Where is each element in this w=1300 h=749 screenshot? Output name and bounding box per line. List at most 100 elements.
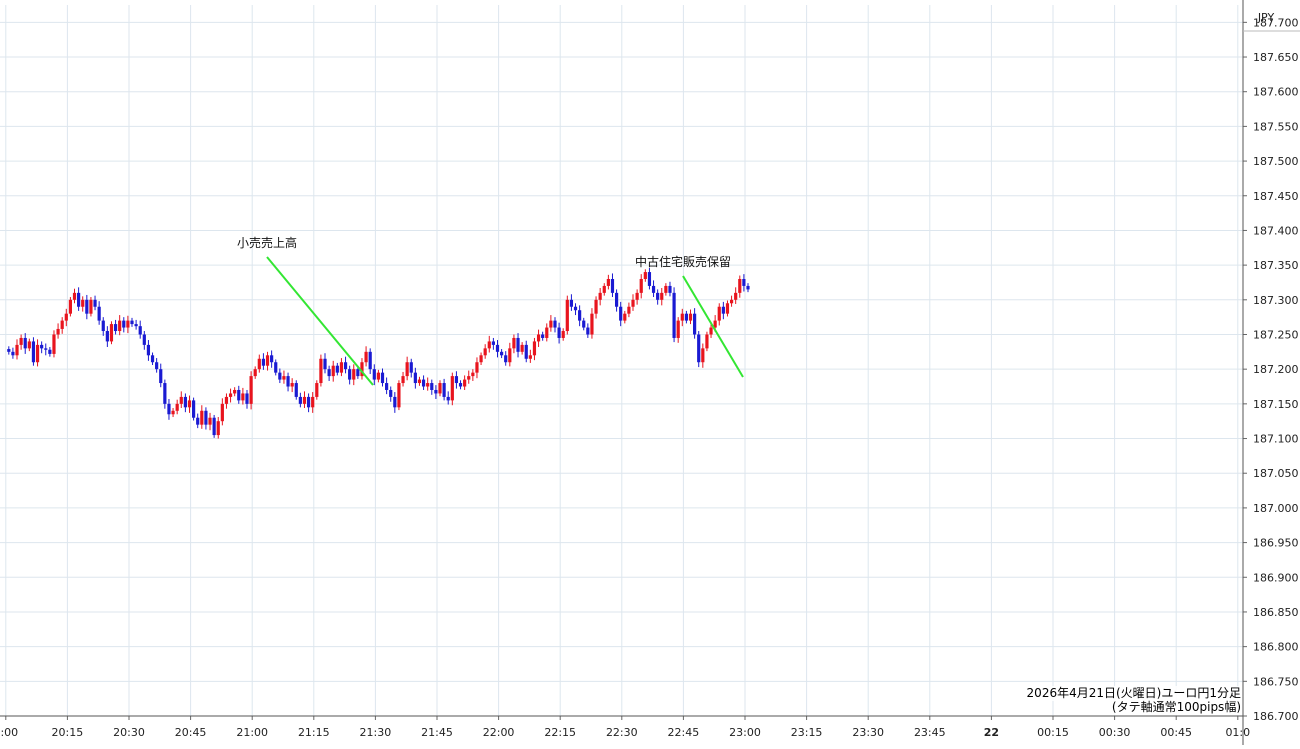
candlestick: [159, 363, 163, 388]
candle-body: [397, 383, 401, 408]
candle-body: [253, 369, 257, 377]
y-tick-label: 187.050: [1253, 467, 1299, 480]
candlestick: [389, 386, 393, 402]
candle-body: [368, 351, 372, 370]
candlestick: [500, 349, 504, 359]
candlestick: [438, 380, 442, 397]
candlestick: [528, 349, 532, 363]
candlestick: [639, 274, 643, 299]
candle-body: [389, 389, 393, 397]
annotation-label: 中古住宅販売保留: [635, 254, 731, 269]
candlestick: [274, 359, 278, 376]
candlestick: [187, 395, 192, 413]
candle-body: [672, 292, 676, 338]
candlestick: [610, 273, 615, 298]
candle-body: [364, 351, 368, 363]
candle-body: [130, 320, 134, 325]
candle-body: [134, 324, 138, 327]
candlestick: [64, 308, 68, 327]
candle-body: [265, 355, 270, 366]
candle-body: [697, 334, 701, 363]
x-tick-label: 23:30: [852, 726, 884, 739]
candlestick: [315, 380, 319, 400]
candle-body: [573, 306, 578, 311]
candle-body: [578, 310, 582, 321]
candle-body: [500, 351, 504, 356]
x-tick-label: 00:30: [1099, 726, 1131, 739]
candlestick: [220, 398, 224, 426]
candle-body: [606, 278, 610, 286]
candlestick: [81, 296, 85, 312]
x-tick-label: 0:00: [0, 726, 18, 739]
candle-body: [545, 327, 549, 338]
candle-body: [647, 272, 652, 286]
candle-body: [668, 285, 672, 293]
candle-body: [721, 306, 725, 314]
candle-body: [155, 362, 159, 370]
candlestick: [93, 295, 97, 311]
x-tick-label: 22: [984, 726, 999, 739]
candlestick: [216, 417, 220, 439]
candle-body: [183, 396, 187, 408]
candlestick: [598, 288, 602, 306]
candlestick: [175, 399, 179, 415]
candle-body: [495, 344, 500, 352]
candlestick: [200, 405, 204, 429]
candlestick: [224, 393, 229, 409]
y-tick-label: 187.350: [1253, 259, 1299, 272]
candlestick: [212, 414, 216, 438]
candlestick: [684, 310, 688, 324]
candlestick: [335, 362, 339, 376]
candle-body: [245, 393, 249, 404]
candle-body: [40, 344, 44, 349]
candle-body: [491, 341, 495, 345]
candlestick: [565, 295, 569, 335]
candlestick: [421, 375, 426, 390]
candle-body: [335, 365, 339, 373]
candlestick: [85, 294, 89, 320]
candlestick: [183, 393, 187, 413]
candle-body: [105, 331, 109, 342]
candlestick: [545, 323, 549, 342]
candle-body: [150, 355, 155, 363]
candle-body: [187, 400, 192, 408]
candle-body: [643, 272, 647, 279]
candlestick: [430, 379, 434, 395]
candle-body: [171, 410, 175, 415]
candlestick: [738, 275, 742, 298]
candle-body: [676, 320, 680, 338]
candlestick: [647, 267, 652, 290]
candle-body: [56, 328, 60, 335]
candle-body: [594, 299, 598, 314]
candle-body: [421, 379, 426, 387]
candle-body: [541, 334, 545, 338]
y-tick-label: 187.200: [1253, 363, 1299, 376]
candle-body: [409, 362, 413, 373]
candlestick: [298, 392, 302, 408]
candlestick: [343, 356, 348, 374]
candlestick: [40, 341, 44, 354]
candlestick: [582, 317, 586, 331]
candlestick: [664, 283, 668, 296]
candle-body: [614, 292, 619, 307]
candlestick: [479, 352, 483, 366]
candle-body: [434, 389, 438, 394]
candlestick: [693, 308, 697, 339]
candlestick: [635, 289, 639, 305]
candlestick: [627, 302, 631, 318]
x-tick-label: 00:15: [1037, 726, 1069, 739]
candlestick: [233, 387, 237, 397]
candle-body: [212, 417, 216, 436]
x-tick-label: 22:30: [606, 726, 638, 739]
candlestick: [257, 354, 261, 373]
candlestick: [401, 371, 405, 387]
candle-body: [224, 396, 229, 404]
candle-body: [118, 320, 122, 332]
candlestick: [150, 352, 155, 366]
candle-body: [192, 400, 196, 418]
candlestick: [578, 305, 582, 327]
candle-body: [216, 421, 220, 436]
candle-body: [487, 341, 491, 349]
candlestick: [339, 358, 344, 377]
